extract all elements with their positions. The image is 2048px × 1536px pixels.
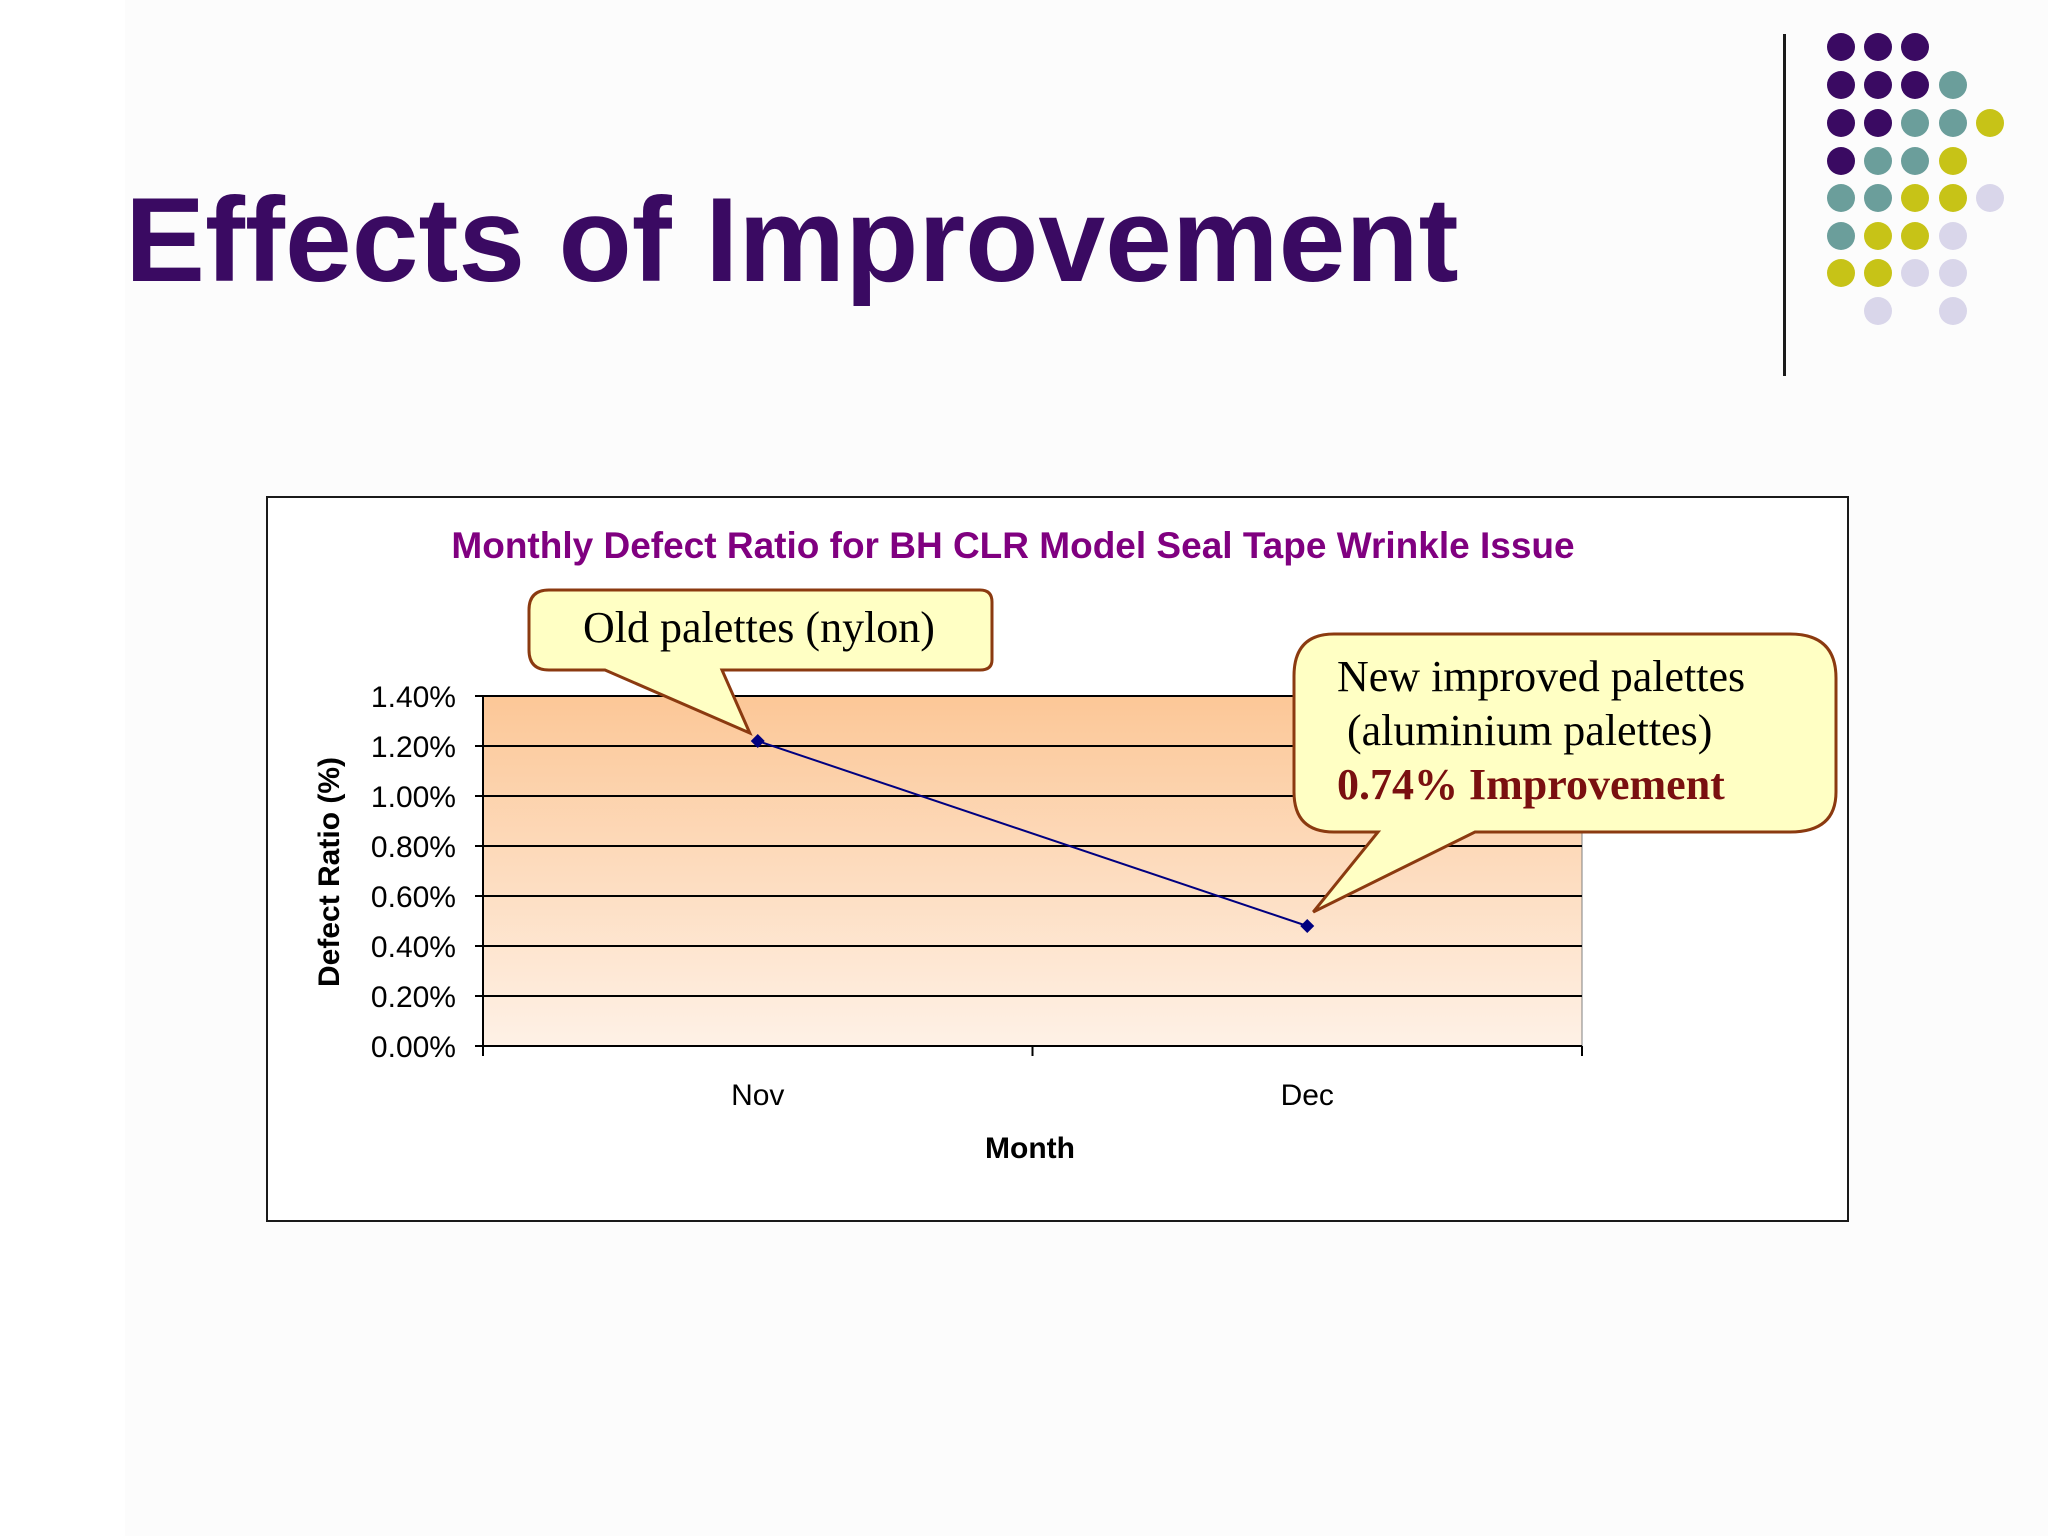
callout-new-line2: (aluminium palettes) xyxy=(1347,706,1713,755)
decorative-dot xyxy=(1901,222,1929,250)
decorative-dot-grid xyxy=(1827,33,2004,325)
decorative-dot xyxy=(1939,71,1967,99)
callout-new-line1: New improved palettes xyxy=(1337,652,1746,701)
decorative-dot xyxy=(1827,184,1855,212)
y-tick-label: 0.00% xyxy=(371,1031,456,1064)
decorative-dot xyxy=(1827,33,1855,61)
callout-old-palettes-text: Old palettes (nylon) xyxy=(583,603,935,652)
x-axis-title: Month xyxy=(985,1132,1075,1165)
decorative-dot xyxy=(1864,184,1892,212)
decorative-dot xyxy=(1901,259,1929,287)
y-tick-label: 1.00% xyxy=(371,781,456,814)
decorative-dot xyxy=(1901,33,1929,61)
decorative-dot xyxy=(1939,297,1967,325)
data-point-marker xyxy=(750,734,765,748)
decorative-dot xyxy=(1864,33,1892,61)
decorative-dot xyxy=(1939,259,1967,287)
decorative-dot xyxy=(1976,109,2004,137)
decorative-dot xyxy=(1901,147,1929,175)
decorative-dot xyxy=(1901,71,1929,99)
series-line xyxy=(757,740,1308,927)
x-tick-label: Nov xyxy=(731,1079,784,1112)
decorative-dot xyxy=(1939,184,1967,212)
callout-new-line3: 0.74% Improvement xyxy=(1337,760,1725,809)
decorative-dot xyxy=(1864,259,1892,287)
decorative-dot xyxy=(1939,109,1967,137)
chart-title: Monthly Defect Ratio for BH CLR Model Se… xyxy=(451,525,1575,566)
decorative-dot xyxy=(1864,71,1892,99)
decorative-dot xyxy=(1827,259,1855,287)
title-divider xyxy=(1783,34,1786,376)
y-tick-label: 0.60% xyxy=(371,881,456,914)
y-tick-label: 1.40% xyxy=(371,681,456,714)
slide-title: Effects of Improvement xyxy=(125,173,1459,307)
decorative-dot xyxy=(1827,147,1855,175)
y-tick-label: 0.40% xyxy=(371,931,456,964)
y-tick-label: 0.20% xyxy=(371,981,456,1014)
decorative-dot xyxy=(1901,184,1929,212)
y-tick-label: 1.20% xyxy=(371,731,456,764)
y-tick-label: 0.80% xyxy=(371,831,456,864)
decorative-dot xyxy=(1864,109,1892,137)
callout-new-palettes-text: New improved palettes (aluminium palette… xyxy=(1337,650,1745,812)
data-point-marker xyxy=(1300,919,1315,933)
decorative-dot xyxy=(1976,184,2004,212)
decorative-dot xyxy=(1827,109,1855,137)
y-axis-title: Defect Ratio (%) xyxy=(313,756,346,988)
callout-bubble-old xyxy=(527,588,994,736)
decorative-dot xyxy=(1864,297,1892,325)
decorative-dot xyxy=(1939,147,1967,175)
decorative-dot xyxy=(1901,109,1929,137)
callout-bubble-new xyxy=(1292,632,1838,914)
decorative-dot xyxy=(1827,71,1855,99)
decorative-dot xyxy=(1939,222,1967,250)
decorative-dot xyxy=(1864,147,1892,175)
decorative-dot xyxy=(1864,222,1892,250)
x-tick-label: Dec xyxy=(1281,1079,1334,1112)
decorative-dot xyxy=(1827,222,1855,250)
